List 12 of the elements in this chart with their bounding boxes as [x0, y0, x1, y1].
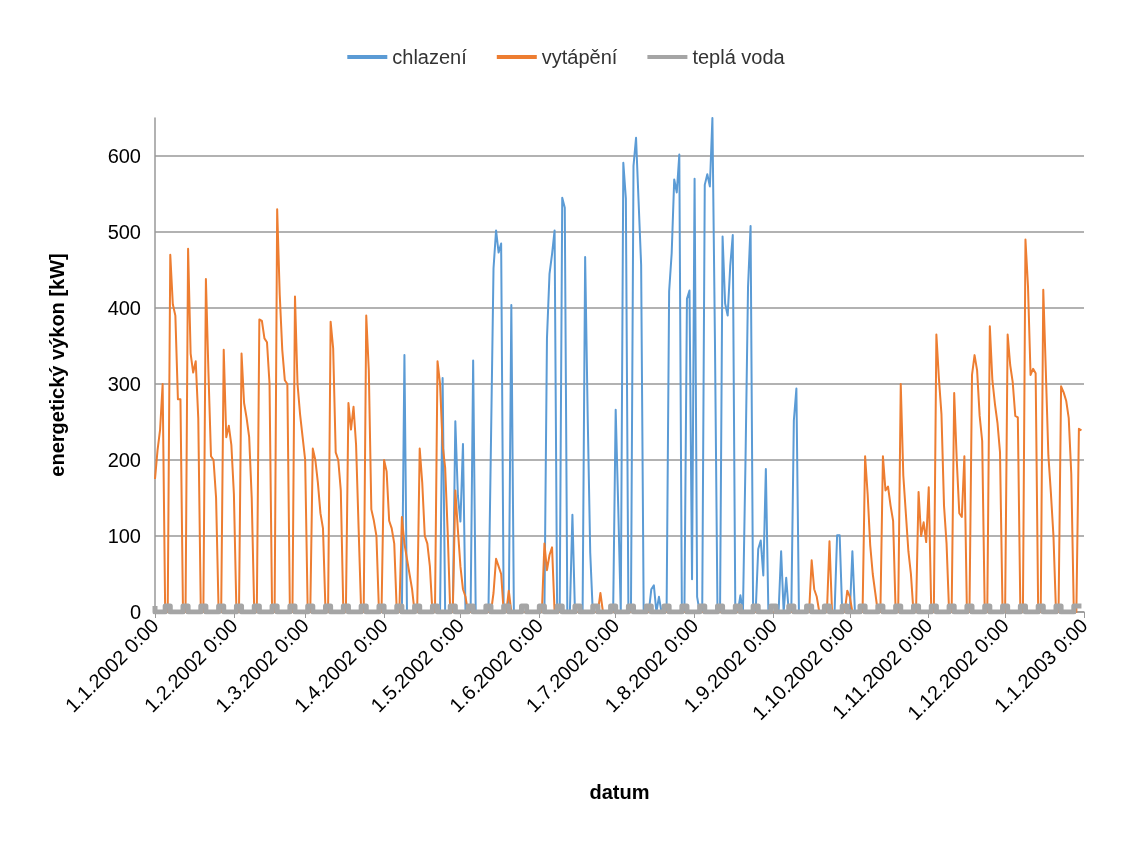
legend-label: vytápění: [541, 46, 618, 68]
legend-label: teplá voda: [692, 46, 786, 68]
y-tick-label: 100: [107, 525, 141, 547]
y-tick-label: 600: [107, 145, 141, 167]
y-tick-label: 300: [107, 373, 141, 395]
y-tick-label: 500: [107, 221, 141, 243]
y-tick-label: 200: [107, 449, 141, 471]
y-tick-label: 0: [129, 601, 141, 623]
y-axis-title: energetický výkon [kW]: [46, 253, 68, 477]
y-tick-label: 400: [107, 297, 141, 319]
x-axis-title: datum: [589, 781, 650, 803]
legend-label: chlazení: [392, 46, 468, 68]
